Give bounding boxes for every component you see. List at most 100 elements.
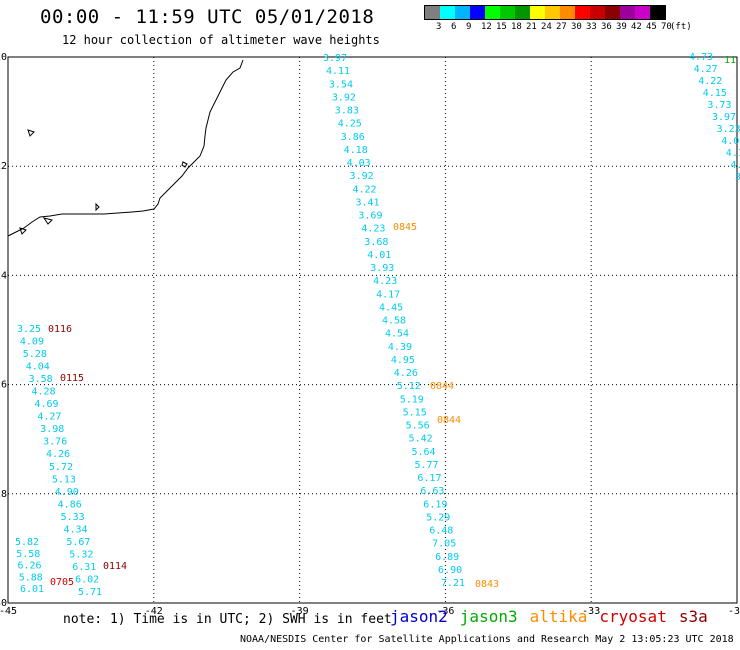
swh-value: 7.05 <box>432 539 456 550</box>
swh-value: 4.03 <box>347 158 371 169</box>
swh-value: 3.76 <box>43 437 67 448</box>
swh-value: 5.15 <box>403 407 427 418</box>
latitude-label: -24 <box>0 270 7 281</box>
latitude-label: -30 <box>0 598 7 609</box>
swh-value: 3.23 <box>717 124 740 135</box>
legend-swatch <box>590 6 605 19</box>
legend-label: 33 <box>586 22 597 32</box>
legend-swatch <box>530 6 545 19</box>
legend-swatch <box>470 6 485 19</box>
swh-value: 4.25 <box>338 119 362 130</box>
pass-time-label: 0705 <box>50 577 74 588</box>
swh-value: 5.32 <box>69 549 93 560</box>
longitude-label: -36 <box>436 606 454 617</box>
legend-swatch <box>500 6 515 19</box>
swh-value: 6.17 <box>417 473 441 484</box>
legend-swatch <box>575 6 590 19</box>
swh-value: 5.19 <box>400 394 424 405</box>
swh-value: 3.69 <box>358 211 382 222</box>
coastline <box>7 59 244 237</box>
swh-value: 4.54 <box>385 329 409 340</box>
swh-value: 4.27 <box>37 412 61 423</box>
swh-value: 4.95 <box>391 355 415 366</box>
pass-time-label: 0845 <box>393 222 417 233</box>
swh-value: 4.22 <box>698 76 722 87</box>
swh-value: 4.00 <box>721 136 740 147</box>
color-scale-labels: 3 6 9 12 15 18 21 24 27 30 33 36 39 42 45 70 (ft) <box>424 20 692 34</box>
swh-value: 5.29 <box>426 512 450 523</box>
swh-value: 6.31 <box>72 562 96 573</box>
swh-value: 3.58 <box>29 374 53 385</box>
legend-label: 18 <box>511 22 522 32</box>
map-frame <box>7 56 738 604</box>
legend-label: 39 <box>616 22 627 32</box>
legend-swatch <box>605 6 620 19</box>
swh-value: 3.68 <box>364 237 388 248</box>
swh-value: 4.69 <box>34 399 58 410</box>
swh-value: 3.92 <box>332 92 356 103</box>
swh-value: 3.83 <box>335 106 359 117</box>
legend-label: 12 <box>481 22 492 32</box>
swh-value: 5.72 <box>49 462 73 473</box>
swh-value: 4.3 <box>730 160 740 171</box>
legend-swatch <box>425 6 440 19</box>
legend-label: 3 <box>436 22 442 32</box>
swh-value: 4.18 <box>344 145 368 156</box>
legend-label: 42 <box>631 22 642 32</box>
swh-value: 4.34 <box>63 524 87 535</box>
latitude-label: -28 <box>0 489 7 500</box>
swh-value: 6.26 <box>18 561 42 572</box>
swh-value: 4.45 <box>379 302 403 313</box>
swh-value: 4.17 <box>376 289 400 300</box>
legend-label: 70 <box>661 22 672 32</box>
latitude-label: -20 <box>0 52 7 63</box>
satellite-name-s3a: s3a <box>678 607 708 626</box>
satellite-name-altika: altika <box>529 607 588 626</box>
swh-value: 3.41 <box>355 197 379 208</box>
longitude-label: -45 <box>0 606 17 617</box>
swh-value: 3.73 <box>707 100 731 111</box>
swh-value: 6.48 <box>429 526 453 537</box>
swh-value: 4.09 <box>20 337 44 348</box>
satellite-name-cryosat: cryosat <box>599 607 667 626</box>
pass-time-label: 0114 <box>103 561 127 572</box>
color-scale-legend: 3 6 9 12 15 18 21 24 27 30 33 36 39 42 45 70 (ft) <box>424 5 692 34</box>
map-subtitle: 12 hour collection of altimeter wave hei… <box>62 33 380 47</box>
legend-swatch <box>515 6 530 19</box>
legend-label: 24 <box>541 22 552 32</box>
swh-value: 4.86 <box>58 499 82 510</box>
swh-value: 5.12 <box>397 381 421 392</box>
legend-swatch <box>635 6 650 19</box>
swh-value: 4.11 <box>326 66 350 77</box>
swh-value: 6.89 <box>435 552 459 563</box>
pass-time-label: 0115 <box>60 373 84 384</box>
swh-value: 4.15 <box>726 148 740 159</box>
swh-value: 3.97 <box>712 112 736 123</box>
swh-value: 5.13 <box>52 474 76 485</box>
color-scale-boxes <box>424 5 666 20</box>
swh-value: 4.23 <box>361 224 385 235</box>
legend-label: 30 <box>571 22 582 32</box>
swh-value: 4.15 <box>703 88 727 99</box>
longitude-label: -30 <box>728 606 740 617</box>
swh-value: 5.77 <box>414 460 438 471</box>
swh-value: 6.63 <box>420 486 444 497</box>
swh-value: 5.67 <box>66 537 90 548</box>
legend-label: 27 <box>556 22 567 32</box>
swh-value: 3.97 <box>323 53 347 64</box>
swh-value: 6.90 <box>438 565 462 576</box>
swh-value: 5.82 <box>15 537 39 548</box>
swh-value: 4.39 <box>388 342 412 353</box>
swh-value: 4.90 <box>55 487 79 498</box>
pass-time-label: 0844 <box>437 415 461 426</box>
legend-label: 6 <box>451 22 457 32</box>
swh-value: 5.42 <box>409 434 433 445</box>
swh-value: 6.02 <box>75 574 99 585</box>
satellite-name-jason2: jason2 <box>390 607 448 626</box>
coastline-islands <box>19 129 188 235</box>
swh-value: 6.19 <box>423 499 447 510</box>
swh-value: 4.58 <box>382 316 406 327</box>
swh-value: 4.27 <box>694 64 718 75</box>
legend-label: 45 <box>646 22 657 32</box>
